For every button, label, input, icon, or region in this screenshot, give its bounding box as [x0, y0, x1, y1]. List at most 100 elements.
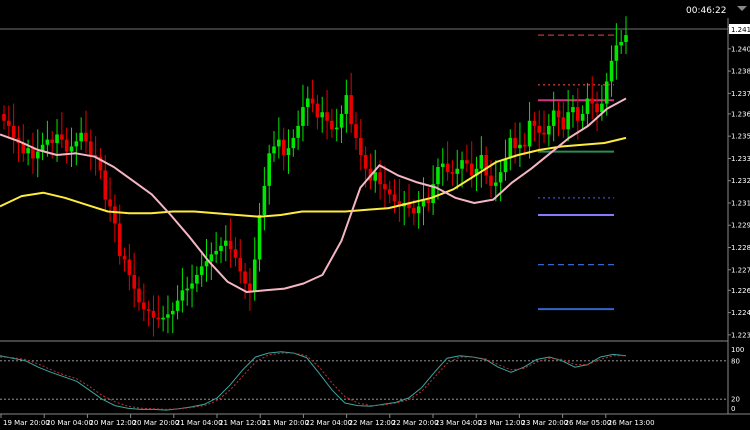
candle-bull — [166, 314, 170, 318]
candle-bull — [455, 168, 460, 174]
candle-bull — [190, 283, 194, 289]
candle-bull — [580, 113, 585, 121]
price-tick-label: 1.2286 — [731, 244, 750, 252]
time-tick-label: 23 Mar 20:00 — [521, 419, 568, 427]
candle-bull — [219, 245, 223, 251]
candle-bear — [590, 98, 595, 104]
candle-bull — [604, 81, 609, 104]
candle-bear — [484, 155, 488, 176]
candle-bull — [436, 167, 440, 185]
candle-bull — [195, 274, 199, 284]
candle-bear — [137, 288, 141, 303]
price-tick-label: 1.2325 — [731, 177, 750, 185]
candle-bear — [233, 249, 238, 258]
candle-bull — [373, 172, 378, 181]
candle-bear — [315, 103, 320, 118]
candle-bear — [7, 120, 11, 126]
candle-bull — [624, 35, 628, 42]
stoch-tick-label: 100 — [731, 346, 744, 354]
candle-bull — [69, 146, 74, 152]
candle-bear — [98, 156, 103, 171]
candle-bear — [238, 257, 243, 272]
candle-bull — [600, 103, 604, 113]
candle-bear — [325, 112, 329, 121]
candle-bear — [60, 134, 64, 140]
candle-bear — [127, 259, 132, 275]
candle-bull — [170, 310, 175, 315]
candle-bull — [277, 139, 281, 147]
price-tick-label: 1.2312 — [731, 199, 750, 207]
candle-bull — [252, 259, 257, 293]
candle-bull — [296, 125, 300, 138]
candle-bear — [489, 175, 493, 186]
candle-bear — [407, 202, 411, 209]
candle-bear — [392, 194, 397, 202]
candle-bull — [209, 254, 214, 262]
candle-bear — [561, 117, 566, 130]
stochastic-pane — [0, 351, 728, 411]
stoch-tick-label: 80 — [731, 357, 740, 365]
candle-bull — [305, 98, 310, 108]
candle-bull — [518, 144, 522, 149]
candle-bear — [532, 120, 537, 126]
moving-averages — [0, 97, 627, 293]
candle-bear — [93, 155, 98, 157]
candle-bear — [556, 110, 561, 118]
candle-bear — [50, 139, 55, 144]
candle-bull — [267, 153, 271, 186]
candle-bull — [479, 155, 484, 169]
time-tick-label: 26 Mar 05:00 — [565, 419, 612, 427]
candle-bull — [503, 158, 508, 173]
candle-bear — [64, 139, 69, 152]
candle-bear — [575, 107, 580, 121]
candle-bull — [26, 148, 30, 154]
candle-bear — [354, 124, 358, 138]
price-tick-label: 1.2389 — [731, 68, 750, 76]
candle-bull — [585, 98, 590, 114]
candle-bull — [180, 290, 185, 301]
candle-bear — [281, 139, 286, 156]
price-tick-label: 1.2364 — [731, 110, 750, 118]
candle-bear — [469, 163, 474, 176]
candle-bull — [185, 288, 190, 291]
candle-bull — [494, 182, 498, 186]
candle-bull — [257, 214, 262, 260]
price-axis: 1.24151.24021.23891.23761.23641.23511.23… — [728, 23, 750, 339]
candle-bear — [513, 137, 517, 149]
time-tick-label: 20 Mar 20:00 — [133, 419, 180, 427]
candle-bull — [474, 168, 479, 176]
stochastic-axis: 100 80 200 — [731, 346, 744, 413]
candle-bull — [35, 151, 40, 159]
candle-bear — [595, 103, 599, 113]
stoch-main-line — [0, 351, 627, 411]
candle-bull — [440, 163, 445, 168]
price-tick-label: 1.2248 — [731, 309, 750, 317]
candle-bull — [175, 300, 180, 311]
candle-bull — [614, 45, 619, 61]
time-tick-label: 21 Mar 04:00 — [176, 419, 223, 427]
candle-bear — [426, 199, 431, 203]
candle-bear — [349, 95, 353, 125]
candle-bear — [142, 302, 146, 310]
chevron-down-icon[interactable] — [737, 6, 747, 11]
candle-bear — [108, 199, 112, 207]
candle-bull — [286, 148, 291, 156]
candle-bull — [161, 317, 165, 320]
time-tick-label: 20 Mar 04:00 — [46, 419, 93, 427]
candle-bull — [609, 60, 614, 82]
stoch-signal-line — [0, 352, 626, 410]
time-tick-label: 19 Mar 20:00 — [3, 419, 50, 427]
candle-bull — [551, 110, 556, 126]
candle-bull — [431, 184, 435, 203]
price-tick-label: 1.2235 — [731, 331, 750, 339]
candle-bear — [132, 274, 136, 289]
candle-bull — [460, 160, 464, 169]
time-tick-label: 22 Mar 20:00 — [392, 419, 439, 427]
candle-bull — [421, 199, 426, 207]
candle-bull — [571, 107, 575, 113]
candle-bull — [508, 137, 513, 159]
candle-bear — [383, 184, 387, 190]
candle-bear — [465, 160, 469, 164]
